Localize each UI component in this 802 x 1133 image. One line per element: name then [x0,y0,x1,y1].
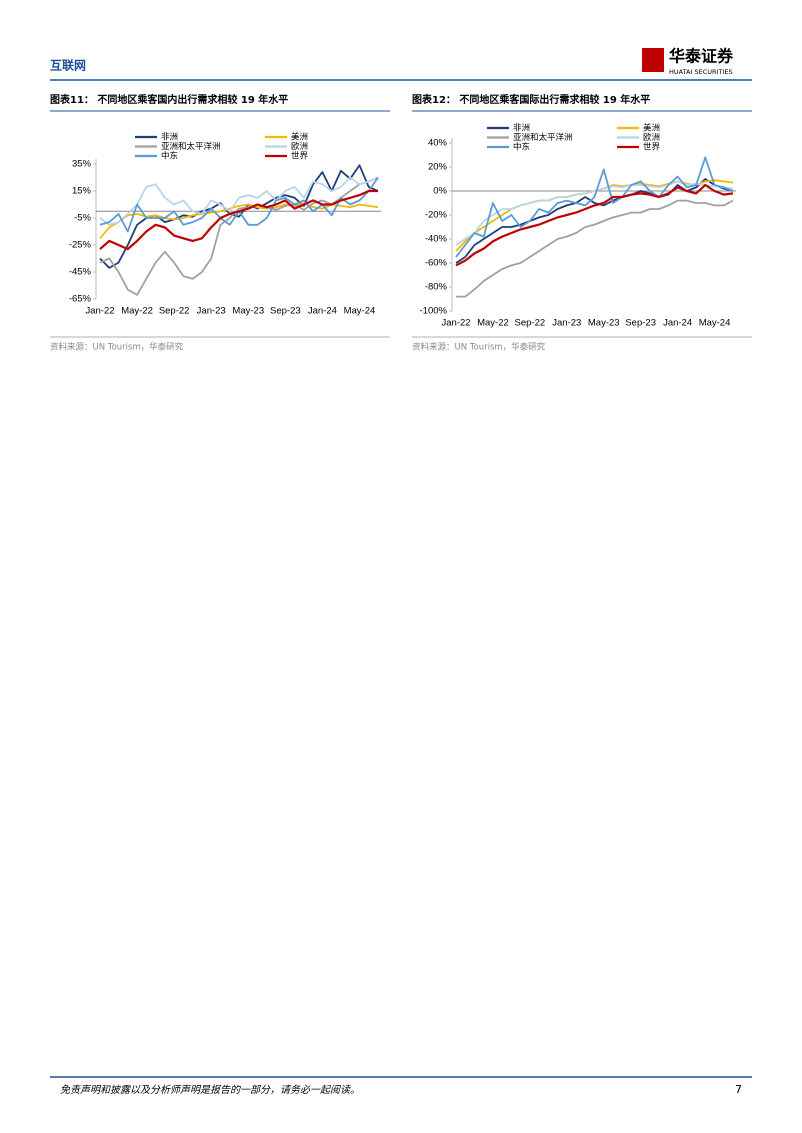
x-tick-label: Sep-22 [159,306,190,317]
y-tick-label: -20% [425,210,448,221]
x-tick-label: Jan-24 [308,306,337,317]
x-tick-label: May-22 [477,318,509,329]
series-line [455,183,734,267]
x-tick-label: Sep-23 [625,318,656,329]
y-tick-label: -65% [69,294,92,305]
legend-label: 亚洲和太平洋洲 [161,141,221,152]
x-tick-label: May-24 [344,306,376,317]
legend-label: 美洲 [291,132,308,143]
y-tick-label: 15% [72,186,92,197]
x-tick-label: Jan-23 [197,306,226,317]
legend-label: 欧洲 [291,141,308,152]
x-tick-label: May-23 [588,318,620,329]
legend-label: 美洲 [643,123,660,134]
logo-icon [642,48,664,72]
y-tick-label: -80% [425,282,448,293]
x-tick-label: Jan-22 [441,318,470,329]
y-tick-label: -40% [425,234,448,245]
brand-en: HUATAI SECURITIES [669,68,733,76]
series-line [99,176,379,226]
legend-label: 世界 [643,142,661,153]
legend-label: 非洲 [513,123,530,134]
legend-label: 欧洲 [643,132,660,143]
x-tick-label: May-22 [121,306,153,317]
source: 资料来源：UN Tourism，华泰研究 [50,342,184,353]
x-tick-label: Jan-23 [552,318,581,329]
legend-label: 中东 [513,142,530,153]
x-tick-label: Sep-23 [270,306,301,317]
chart-title: 图表12： 不同地区乘客国际出行需求相较 19 年水平 [412,93,650,106]
y-tick-label: 0% [433,186,447,197]
legend-label: 亚洲和太平洋洲 [513,132,573,143]
series-line [99,164,379,269]
series-line [456,199,734,298]
x-tick-label: May-24 [699,318,731,329]
series-line [99,189,378,251]
x-tick-label: Jan-24 [663,318,692,329]
series-line [455,180,734,246]
legend-label: 世界 [291,151,309,162]
legend-label: 中东 [161,151,178,162]
x-tick-label: May-23 [232,306,264,317]
y-tick-label: -25% [69,240,92,251]
legend-label: 非洲 [161,132,178,143]
chart-title: 图表11： 不同地区乘客国内出行需求相较 19 年水平 [50,93,288,106]
brand: 华泰证券 [669,47,734,66]
section-label: 互联网 [50,59,86,73]
y-tick-label: 35% [72,159,92,170]
y-tick-label: -45% [69,267,92,278]
y-tick-label: 40% [428,138,448,149]
y-tick-label: -5% [74,213,91,224]
y-tick-label: -100% [420,306,448,317]
page-number: 7 [735,1083,742,1096]
source: 资料来源：UN Tourism，华泰研究 [412,342,546,353]
disclaimer: 免责声明和披露以及分析师声明是报告的一部分，请务必一起阅读。 [60,1084,360,1096]
x-tick-label: Jan-22 [85,306,114,317]
series-line [455,156,734,258]
y-tick-label: 20% [428,162,448,173]
x-tick-label: Sep-22 [515,318,546,329]
y-tick-label: -60% [425,258,448,269]
